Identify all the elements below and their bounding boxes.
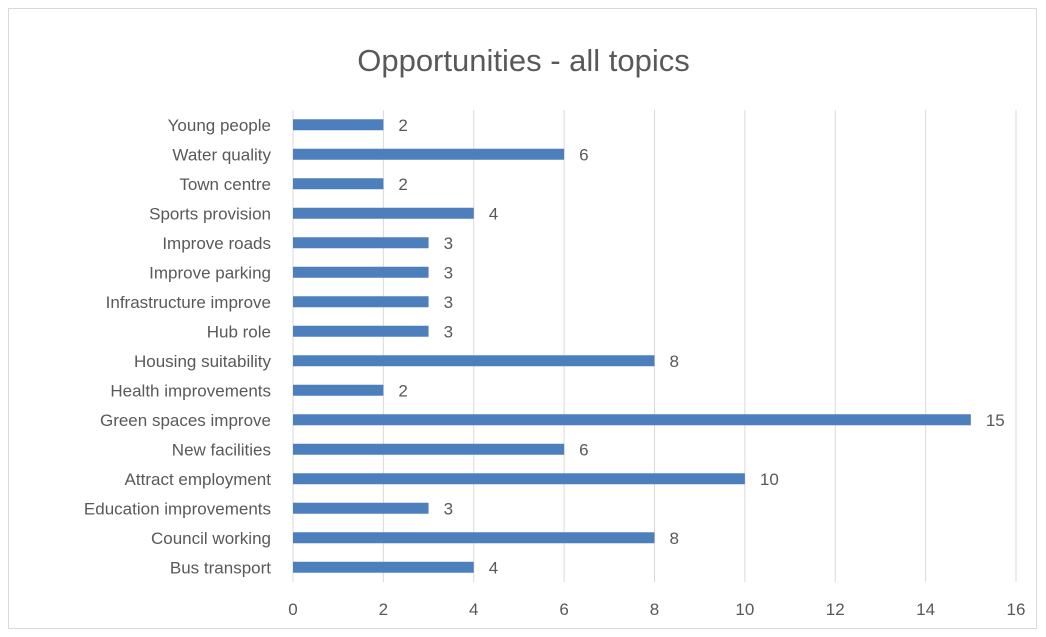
- category-label-13: Town centre: [179, 175, 271, 194]
- category-labels: Bus transport Council working Education im…: [84, 116, 272, 578]
- data-label-10: 3: [444, 263, 453, 282]
- bars: [293, 119, 971, 573]
- category-label-14: Water quality: [172, 145, 271, 164]
- bar-5: [293, 414, 971, 426]
- data-label-0: 4: [489, 558, 498, 577]
- data-label-4: 6: [579, 440, 588, 459]
- x-tick-label-4: 4: [469, 600, 478, 619]
- category-label-1: Council working: [151, 529, 271, 548]
- x-tick-label-16: 16: [1007, 600, 1026, 619]
- bar-1: [293, 532, 655, 544]
- bar-9: [293, 296, 429, 308]
- bar-13: [293, 178, 384, 190]
- data-label-13: 2: [398, 175, 407, 194]
- category-label-10: Improve parking: [149, 263, 271, 282]
- category-label-12: Sports provision: [149, 204, 271, 223]
- data-label-12: 4: [489, 204, 498, 223]
- bar-12: [293, 207, 474, 219]
- x-tick-label-0: 0: [288, 600, 297, 619]
- data-label-5: 15: [986, 411, 1005, 430]
- bar-11: [293, 237, 429, 249]
- category-label-3: Attract employment: [125, 470, 272, 489]
- category-label-15: Young people: [168, 116, 271, 135]
- category-label-2: Education improvements: [84, 499, 271, 518]
- bar-2: [293, 502, 429, 514]
- x-axis-tick-labels: 0 2 4 6 8 10 12 14 16: [288, 600, 1025, 619]
- bar-4: [293, 443, 565, 455]
- x-tick-label-2: 2: [379, 600, 388, 619]
- category-label-9: Infrastructure improve: [106, 293, 271, 312]
- data-label-6: 2: [398, 381, 407, 400]
- category-label-7: Housing suitability: [134, 352, 272, 371]
- category-label-0: Bus transport: [170, 558, 271, 577]
- chart-title: Opportunities - all topics: [357, 43, 690, 78]
- bar-10: [293, 266, 429, 278]
- data-label-7: 8: [670, 352, 679, 371]
- bar-3: [293, 473, 745, 485]
- bar-0: [293, 561, 474, 573]
- data-label-2: 3: [444, 499, 453, 518]
- x-tick-label-12: 12: [826, 600, 845, 619]
- category-label-4: New facilities: [172, 440, 271, 459]
- data-label-8: 3: [444, 322, 453, 341]
- bar-15: [293, 119, 384, 131]
- bar-7: [293, 355, 655, 367]
- chart-frame: Opportunities - all topics: [8, 8, 1037, 629]
- data-label-1: 8: [670, 529, 679, 548]
- data-label-14: 6: [579, 145, 588, 164]
- data-label-15: 2: [398, 116, 407, 135]
- x-tick-label-14: 14: [916, 600, 935, 619]
- category-label-6: Health improvements: [110, 381, 271, 400]
- category-label-5: Green spaces improve: [100, 411, 271, 430]
- data-label-3: 10: [760, 470, 779, 489]
- bar-8: [293, 325, 429, 337]
- category-label-8: Hub role: [207, 322, 271, 341]
- category-label-11: Improve roads: [162, 234, 271, 253]
- data-label-9: 3: [444, 293, 453, 312]
- x-tick-label-6: 6: [559, 600, 568, 619]
- bar-14: [293, 148, 565, 160]
- data-label-11: 3: [444, 234, 453, 253]
- x-tick-label-8: 8: [650, 600, 659, 619]
- bar-6: [293, 384, 384, 396]
- x-tick-label-10: 10: [735, 600, 754, 619]
- data-labels: 4 8 3 10 6 15 2 8 3 3 3 3 4 2 6 2: [398, 116, 1004, 578]
